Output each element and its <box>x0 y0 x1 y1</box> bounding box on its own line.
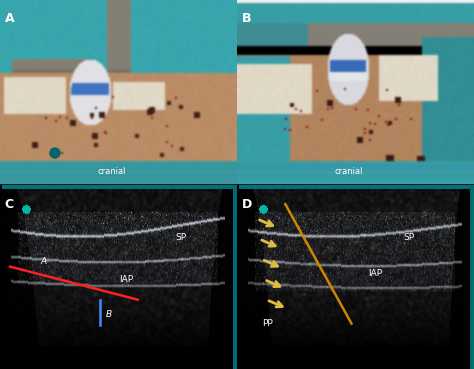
Text: A: A <box>4 13 14 25</box>
Text: IAP: IAP <box>119 275 133 284</box>
Text: D: D <box>242 198 252 211</box>
Text: cranial: cranial <box>98 167 126 176</box>
Text: A: A <box>41 258 47 266</box>
Text: SP: SP <box>403 233 415 242</box>
Text: cranial: cranial <box>335 167 364 176</box>
Text: C: C <box>4 198 14 211</box>
Text: B: B <box>106 310 112 319</box>
Text: IAP: IAP <box>368 269 382 279</box>
Circle shape <box>50 148 60 158</box>
Text: B: B <box>242 13 252 25</box>
Text: SP: SP <box>175 233 187 242</box>
Text: PP: PP <box>262 319 273 328</box>
